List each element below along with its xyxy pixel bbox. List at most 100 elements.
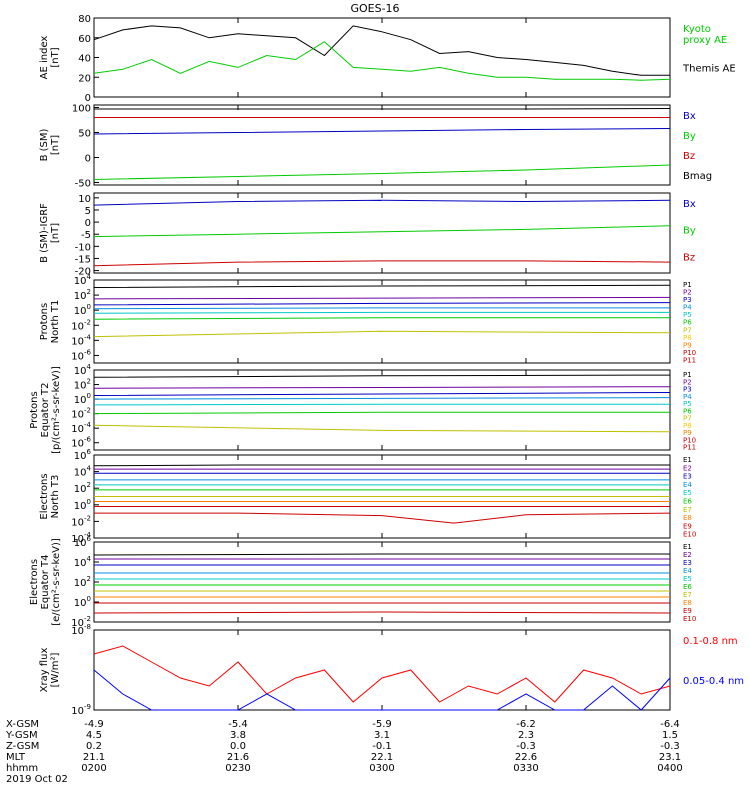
series-line-P6 <box>93 411 670 415</box>
y-tick-label: 104 <box>74 273 92 287</box>
legend-entry: P4 <box>683 304 692 312</box>
legend-entry: Themis AE <box>682 64 736 75</box>
y-tick-label: 10-8 <box>71 623 91 637</box>
y-tick-label: 106 <box>74 535 92 549</box>
y-tick-label: 20 <box>78 73 91 84</box>
series-line-P4 <box>93 307 670 310</box>
legend-entry: E3 <box>683 473 692 481</box>
legend-entry: By <box>683 131 696 142</box>
legend-entry: P8 <box>683 334 692 342</box>
panel-frame-4 <box>93 279 671 364</box>
legend-entry: P10 <box>683 349 696 357</box>
panel-ylabel: B (SM)-IGRF <box>39 203 50 263</box>
legend-entry: E5 <box>683 489 692 497</box>
date-label: 2019 Oct 02 <box>6 774 68 785</box>
y-tick-label: -20 <box>75 267 91 278</box>
legend-entry: P7 <box>683 326 692 334</box>
legend-entry: E4 <box>683 481 692 489</box>
legend-entry: Bz <box>683 252 695 263</box>
panel-ylabel: AE index <box>39 36 50 80</box>
legend-entry: P10 <box>683 436 696 444</box>
y-tick-label: 102 <box>74 288 91 302</box>
xaxis-value: -5.9 <box>372 719 392 730</box>
xaxis-value: 3.1 <box>374 730 390 741</box>
y-tick-label: -10 <box>75 242 91 253</box>
legend-entry: E10 <box>683 615 696 623</box>
legend-entry: P5 <box>683 400 692 408</box>
series-line-P7 <box>93 424 671 433</box>
legend-entry: E10 <box>683 531 696 539</box>
y-tick-label: 0 <box>85 218 91 229</box>
y-tick-label: 5 <box>85 206 91 217</box>
legend-entry: P9 <box>683 341 692 349</box>
y-tick-label: 10-4 <box>71 333 91 347</box>
panel-ylabel: [nT] <box>50 47 61 67</box>
xaxis-value: 0200 <box>81 763 106 774</box>
legend-entry: E1 <box>683 456 692 464</box>
panel-ylabel: Protons <box>39 303 50 340</box>
panel-frame-1 <box>93 17 671 98</box>
y-tick-label: 40 <box>78 54 91 65</box>
panel-ylabel: Equator T2 <box>40 383 51 438</box>
series-line-P4 <box>93 397 671 400</box>
series-line-P2 <box>93 386 671 389</box>
xaxis-value: 22.1 <box>371 752 393 763</box>
panel-ylabel: Electrons <box>39 473 50 519</box>
legend-entry: E7 <box>683 506 692 514</box>
series-line-P3 <box>93 392 671 396</box>
legend-entry: E2 <box>683 464 692 472</box>
xaxis-value: -0.3 <box>516 741 536 752</box>
legend-entry: P9 <box>683 429 692 437</box>
panel-ylabel: [nT] <box>50 223 61 243</box>
legend-entry: P3 <box>683 296 692 304</box>
series-line-Bmag <box>94 108 671 110</box>
panel-ylabel: B (SM) <box>39 128 50 161</box>
legend-entry: Bmag <box>683 171 712 182</box>
legend-entry: E9 <box>683 522 692 530</box>
xaxis-value: 0.2 <box>86 741 102 752</box>
legend-entry: Bx <box>683 199 696 210</box>
series-line-E1 <box>93 464 670 467</box>
xaxis-row-label: X-GSM <box>6 719 39 730</box>
y-tick-label: 104 <box>74 555 92 569</box>
y-tick-label: 10-6 <box>71 436 91 450</box>
y-tick-label: 10-9 <box>71 703 91 717</box>
legend-entry: Bz <box>683 151 695 162</box>
legend-entry: P11 <box>683 356 696 364</box>
y-tick-label: 10 <box>78 194 91 205</box>
legend-entry: E4 <box>683 567 692 575</box>
y-tick-label: -5 <box>81 230 91 241</box>
y-tick-label: 100 <box>74 498 91 512</box>
y-tick-label: 10-2 <box>71 615 91 629</box>
xaxis-value: 21.6 <box>227 752 249 763</box>
xaxis-value: 0400 <box>657 763 682 774</box>
legend-entry: P1 <box>683 371 692 379</box>
series-line-By <box>93 164 671 180</box>
legend-entry: P5 <box>683 311 692 319</box>
xaxis-value: 1.5 <box>662 730 678 741</box>
panel-frame-5 <box>93 369 671 451</box>
y-tick-label: 102 <box>74 575 91 589</box>
legend-entry: P1 <box>683 281 692 289</box>
xaxis-value: -0.3 <box>660 741 680 752</box>
legend-entry: E6 <box>683 498 692 506</box>
xaxis-value: 0330 <box>513 763 538 774</box>
series-line-P7 <box>93 330 671 338</box>
y-tick-label: 100 <box>72 104 91 115</box>
legend-entry: P6 <box>683 319 692 327</box>
panel-ylabel: Protons <box>29 391 40 428</box>
series-line-P3 <box>93 302 671 306</box>
legend-entry: E1 <box>683 543 692 551</box>
legend-entry: 0.1-0.8 nm <box>683 636 738 647</box>
xaxis-row-label: Z-GSM <box>6 741 39 752</box>
legend-entry: E2 <box>683 551 692 559</box>
panel-ylabel: Xray flux <box>39 648 50 693</box>
series-line-P1 <box>93 374 671 378</box>
series-line-P5 <box>93 311 670 314</box>
series-line-P2 <box>93 296 671 300</box>
legend-entry: 0.05-0.4 nm <box>683 676 744 687</box>
series-line-0.1-0.8 nm <box>93 645 671 703</box>
legend-entry: P2 <box>683 289 692 297</box>
legend-entry: Kyoto <box>683 24 711 35</box>
y-tick-label: 10-2 <box>71 318 91 332</box>
